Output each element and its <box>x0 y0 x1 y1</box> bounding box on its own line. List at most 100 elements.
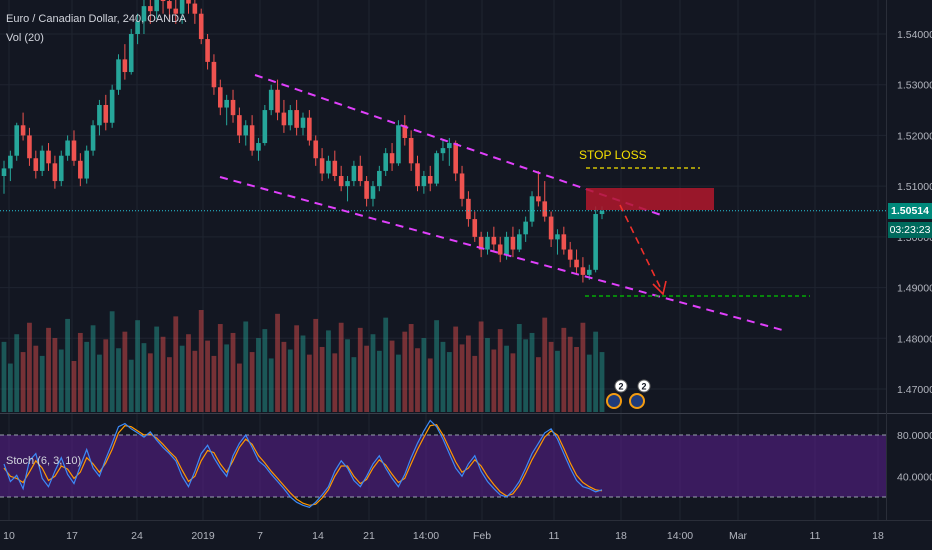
candle-body <box>478 236 484 250</box>
candle-body <box>536 196 541 202</box>
volume-bar <box>27 322 32 412</box>
stop-loss-zone <box>586 188 714 210</box>
candle-body <box>459 173 465 199</box>
event-count: 2 <box>641 382 646 392</box>
volume-bar <box>415 348 420 412</box>
volume-bar <box>205 340 210 412</box>
stoch-tick-label: 80.0000 <box>897 430 932 442</box>
volume-bar <box>217 324 223 412</box>
candle-body <box>65 140 70 156</box>
volume-bar <box>434 320 439 412</box>
candle-body <box>116 59 121 90</box>
volume-bar <box>198 310 204 412</box>
candle-body <box>408 137 414 164</box>
volume-bar <box>192 350 198 412</box>
candle-body <box>396 125 401 164</box>
candle-body <box>211 61 217 88</box>
candle-body <box>103 105 109 123</box>
candle-body <box>377 170 382 187</box>
time-tick-label: 10 <box>3 530 15 542</box>
candle-body <box>586 269 592 275</box>
candle-body <box>427 176 433 184</box>
candle-body <box>33 158 39 171</box>
volume-bar <box>211 355 217 412</box>
volume-bar <box>65 318 71 412</box>
time-tick-label: 14 <box>312 530 324 542</box>
candle-body <box>84 150 90 179</box>
candle-body <box>351 165 357 182</box>
volume-bar <box>287 349 293 412</box>
volume-bar <box>593 331 599 412</box>
volume-bar <box>52 338 58 412</box>
time-tick-label: 17 <box>66 530 78 542</box>
volume-bars <box>1 310 605 412</box>
volume-bar <box>14 334 20 412</box>
volume-bar <box>586 354 592 412</box>
volume-bar <box>109 311 115 412</box>
candle-body <box>14 125 20 156</box>
candle-body <box>109 89 115 123</box>
candle-body <box>548 216 554 240</box>
time-tick-label: Mar <box>729 530 748 542</box>
volume-bar <box>122 331 128 412</box>
candle-body <box>307 117 312 141</box>
stop-loss-label: STOP LOSS <box>579 148 647 162</box>
time-tick-label: 18 <box>872 530 884 542</box>
projection-arrowhead <box>652 280 667 296</box>
candle-body <box>205 39 210 62</box>
stoch-legend: Stoch (6, 3, 10) <box>6 455 82 467</box>
volume-bar <box>39 355 45 412</box>
volume-bar <box>408 324 414 412</box>
candle-body <box>160 0 166 2</box>
candle-body <box>256 143 261 151</box>
volume-bar <box>542 317 548 412</box>
price-tick-label: 1.49000 <box>897 283 932 295</box>
volume-bar <box>160 336 166 412</box>
volume-bar <box>478 321 484 412</box>
candle-body <box>78 160 83 179</box>
volume-bar <box>326 330 331 412</box>
volume-bar <box>599 352 605 412</box>
candle-body <box>345 181 350 187</box>
volume-bar <box>1 341 7 412</box>
volume-bar <box>523 339 529 412</box>
volume-bar <box>179 345 185 412</box>
volume-bar <box>466 335 471 412</box>
candle-body <box>237 115 242 136</box>
candle-body <box>593 214 598 270</box>
volume-bar <box>90 325 96 412</box>
volume-bar <box>357 327 363 412</box>
drawings-layer <box>0 74 886 332</box>
candle-body <box>567 249 573 260</box>
time-tick-label: 14:00 <box>667 530 693 542</box>
event-icon <box>606 393 622 409</box>
time-axis: 10 17 24 2019 7 14 21 14:00 Feb 11 18 14:00 Mar 11 18 <box>0 520 932 542</box>
candle-body <box>421 176 427 187</box>
volume-bar <box>345 339 350 412</box>
candle-body <box>39 150 45 171</box>
volume-bar <box>167 357 172 412</box>
volume-bar <box>294 325 300 412</box>
volume-bar <box>77 332 83 412</box>
time-tick-label: Feb <box>473 530 491 542</box>
time-tick-label: 7 <box>257 530 263 542</box>
volume-bar <box>116 348 121 412</box>
candle-body <box>90 125 96 151</box>
candle-body <box>20 125 26 136</box>
volume-bar <box>97 354 102 412</box>
candle-body <box>198 13 204 40</box>
candle-body <box>8 155 13 169</box>
candle-body <box>434 153 439 184</box>
volume-bar <box>555 350 560 412</box>
candle-body <box>338 176 344 187</box>
event-count-bubble <box>614 379 628 393</box>
volume-bar <box>7 363 13 412</box>
candle-body <box>516 234 522 250</box>
candle-body <box>466 198 471 220</box>
volume-bar <box>351 357 357 412</box>
volume-bar <box>306 354 312 412</box>
volume-bar <box>446 352 452 412</box>
volume-bar <box>580 322 586 412</box>
candle-body <box>186 0 191 4</box>
